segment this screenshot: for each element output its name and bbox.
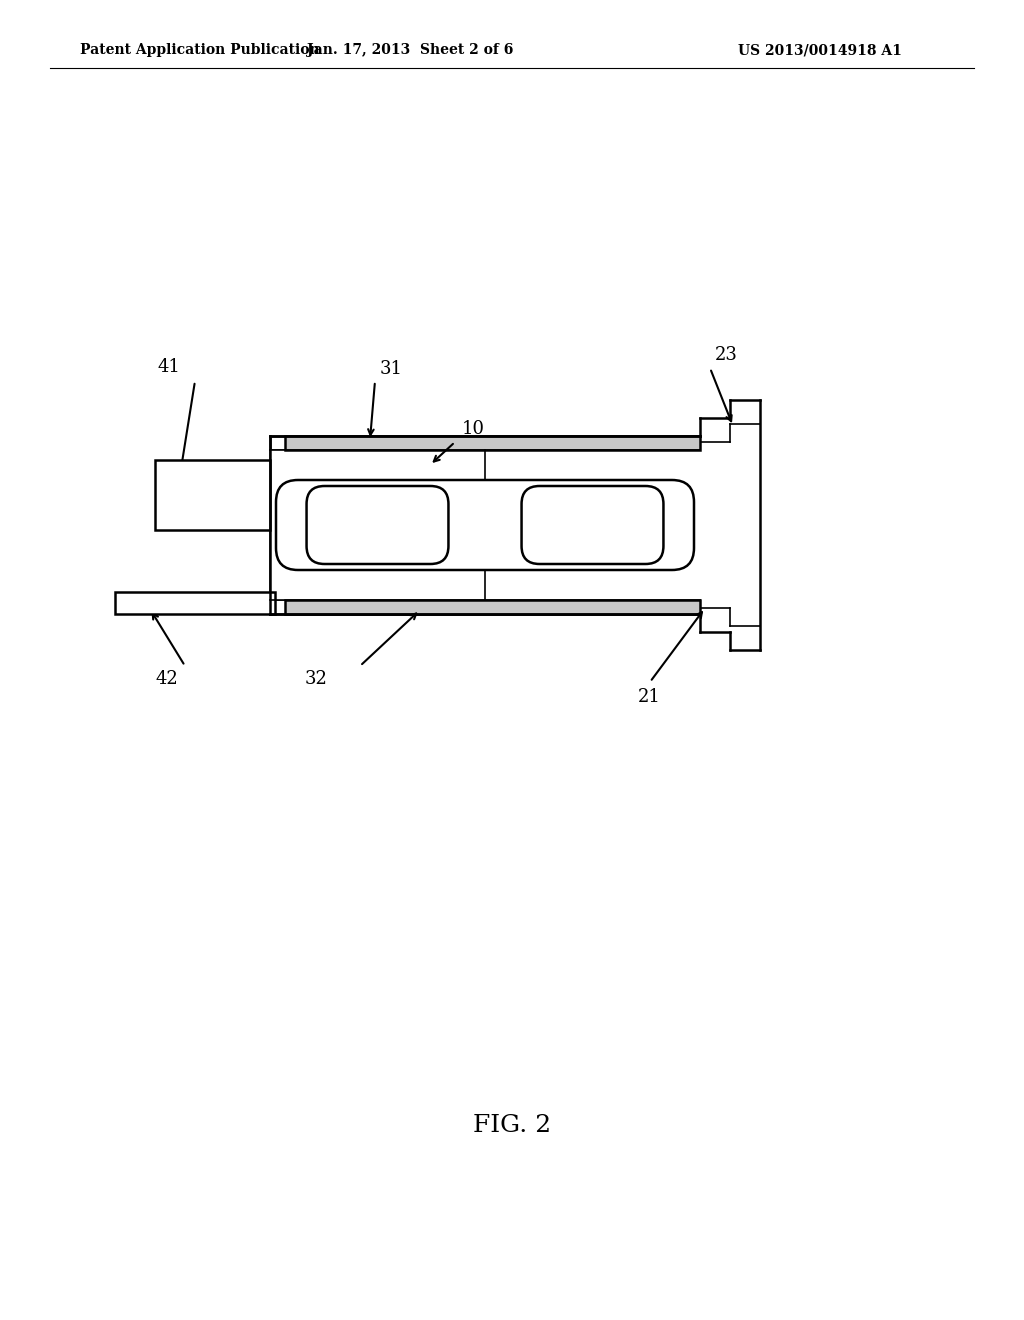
FancyBboxPatch shape: [306, 486, 449, 564]
Text: Jan. 17, 2013  Sheet 2 of 6: Jan. 17, 2013 Sheet 2 of 6: [307, 44, 513, 57]
Text: 32: 32: [305, 671, 328, 688]
Bar: [270, 450, 700, 601]
FancyBboxPatch shape: [521, 486, 664, 564]
Text: 31: 31: [380, 360, 403, 378]
Text: Patent Application Publication: Patent Application Publication: [80, 44, 319, 57]
Text: 23: 23: [715, 346, 738, 364]
FancyBboxPatch shape: [276, 480, 694, 570]
Bar: [115, 591, 275, 614]
Text: 10: 10: [462, 420, 485, 438]
Text: 42: 42: [155, 671, 178, 688]
Text: FIG. 2: FIG. 2: [473, 1114, 551, 1137]
Text: 21: 21: [638, 688, 660, 706]
Text: US 2013/0014918 A1: US 2013/0014918 A1: [738, 44, 902, 57]
Bar: [285, 601, 700, 614]
Text: 41: 41: [158, 358, 181, 376]
Bar: [285, 436, 700, 450]
Bar: [155, 459, 270, 531]
